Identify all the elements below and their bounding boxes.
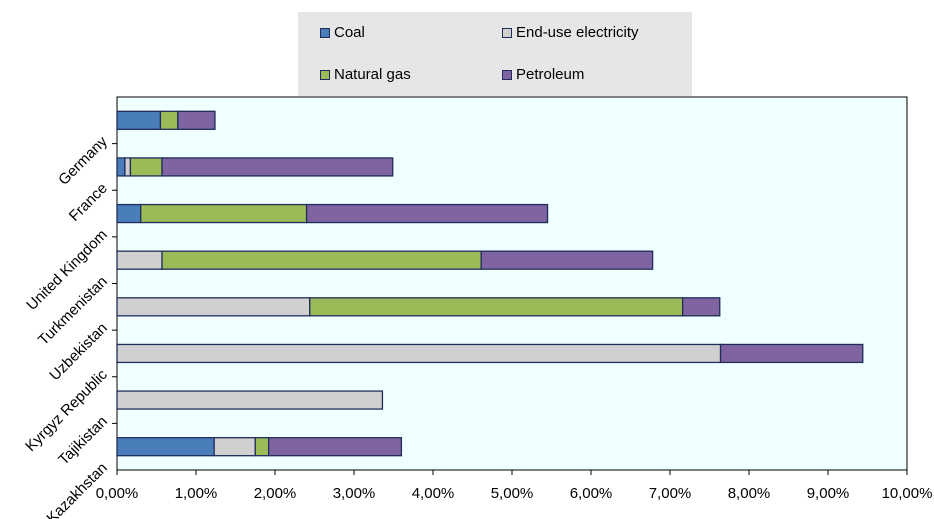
bar-germany-petroleum <box>177 110 216 130</box>
legend-swatch-petroleum <box>502 69 512 80</box>
bar-uzbekistan-end-use-electricity <box>116 297 311 317</box>
legend-item-petroleum: Petroleum <box>502 66 584 83</box>
bar-france-end-use-electricity <box>124 157 132 177</box>
legend: Coal End-use electricity Natural gas Pet… <box>298 12 692 96</box>
legend-label-petroleum: Petroleum <box>516 66 585 83</box>
bar-kazakhstan-natural-gas <box>254 437 270 457</box>
bar-france-petroleum <box>161 157 394 177</box>
bar-turkmenistan-natural-gas <box>161 250 482 270</box>
legend-label-natural-gas: Natural gas <box>334 66 411 83</box>
bar-germany-coal <box>116 110 162 130</box>
legend-swatch-natural-gas <box>320 69 330 80</box>
bar-uzbekistan-natural-gas <box>309 297 684 317</box>
bar-tajikistan-end-use-electricity <box>116 390 384 410</box>
x-tick-label: 8,00% <box>728 485 771 502</box>
x-tick-label: 2,00% <box>254 485 297 502</box>
legend-swatch-end-use-electricity <box>502 27 512 38</box>
bar-united-kingdom-petroleum <box>305 203 549 224</box>
x-tick-label: 6,00% <box>570 485 613 502</box>
legend-item-natural-gas: Natural gas <box>320 66 411 83</box>
bar-turkmenistan-end-use-electricity <box>116 250 163 270</box>
bar-kyrgyz-republic-end-use-electricity <box>116 343 722 364</box>
x-tick-label: 9,00% <box>807 485 850 502</box>
bar-kazakhstan-end-use-electricity <box>213 437 256 457</box>
category-label-kyrgyz-republic: Kyrgyz Republic <box>22 366 111 455</box>
bar-germany-natural-gas <box>159 110 179 130</box>
bar-united-kingdom-coal <box>116 203 142 224</box>
plot-area <box>116 96 908 471</box>
x-tick-label: 7,00% <box>649 485 692 502</box>
x-tick-label: 1,00% <box>175 485 218 502</box>
bar-kazakhstan-coal <box>116 437 215 457</box>
bar-uzbekistan-petroleum <box>681 297 721 317</box>
bar-france-natural-gas <box>129 157 163 177</box>
legend-swatch-coal <box>320 27 330 38</box>
category-label-france: France <box>66 180 111 225</box>
bar-united-kingdom-natural-gas <box>140 203 308 224</box>
category-label-united-kingdom: United Kingdom <box>23 226 110 313</box>
bar-france-coal <box>116 157 126 177</box>
x-tick-label: 4,00% <box>412 485 455 502</box>
x-tick-label: 3,00% <box>333 485 376 502</box>
bar-kazakhstan-petroleum <box>268 437 403 457</box>
bars-layer <box>116 110 864 457</box>
legend-label-coal: Coal <box>334 24 365 41</box>
legend-item-coal: Coal <box>320 24 365 41</box>
x-tick-label: 0,00% <box>96 485 139 502</box>
x-tick-label: 10,00% <box>882 485 933 502</box>
x-tick-label: 5,00% <box>491 485 534 502</box>
bar-kyrgyz-republic-petroleum <box>719 343 864 364</box>
bar-turkmenistan-petroleum <box>480 250 654 270</box>
category-label-germany: Germany <box>55 133 111 189</box>
legend-label-end-use-electricity: End-use electricity <box>516 24 639 41</box>
legend-item-end-use-electricity: End-use electricity <box>502 24 639 41</box>
